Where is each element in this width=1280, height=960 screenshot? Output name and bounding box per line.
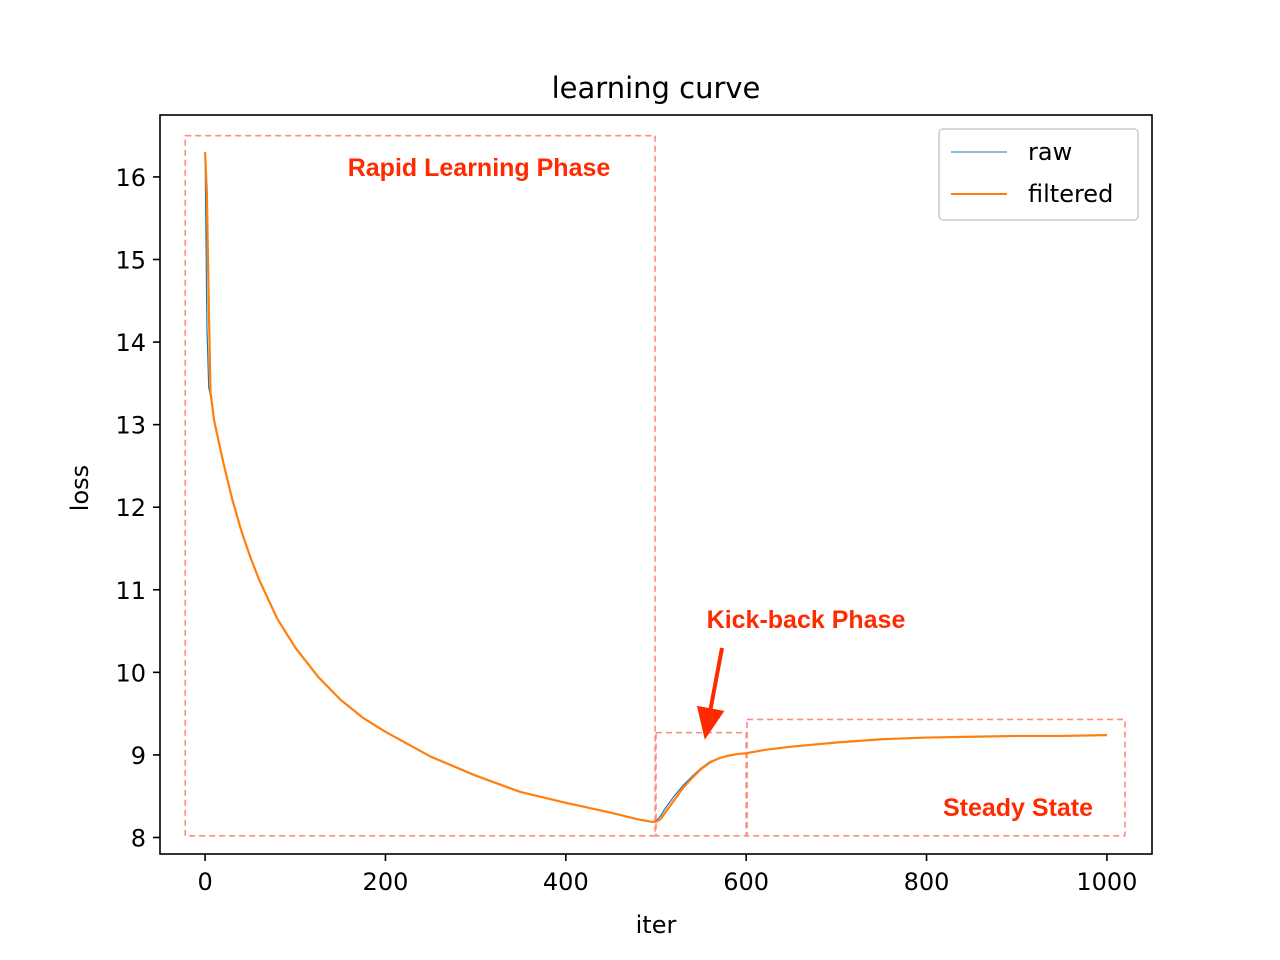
series-line-raw (204, 152, 1107, 823)
region-box-1 (655, 731, 747, 837)
x-tick-label: 200 (363, 868, 409, 896)
y-tick-label: 8 (131, 824, 146, 852)
y-tick-label: 14 (115, 329, 146, 357)
region-boxes (184, 134, 1126, 837)
y-axis-ticks: 8 9 10 11 12 13 14 15 16 (115, 164, 160, 852)
legend: raw filtered (938, 128, 1139, 221)
y-tick-label: 10 (115, 659, 146, 687)
y-tick-label: 9 (131, 742, 146, 770)
region-box-2 (746, 718, 1126, 837)
x-tick-label: 400 (543, 868, 589, 896)
x-tick-label: 0 (197, 868, 212, 896)
y-tick-label: 11 (115, 577, 146, 605)
y-axis-label: loss (66, 465, 94, 511)
annotation-kick-back: Kick-back Phase (707, 606, 906, 634)
y-tick-label: 13 (115, 412, 146, 440)
y-tick-label: 16 (115, 164, 146, 192)
x-tick-label: 600 (723, 868, 769, 896)
region-box-0 (184, 134, 656, 837)
annotation-rapid-learning: Rapid Learning Phase (348, 154, 611, 182)
plot-frame (159, 114, 1153, 855)
x-axis-label: iter (636, 911, 677, 939)
y-tick-label: 12 (115, 494, 146, 522)
x-tick-label: 1000 (1076, 868, 1137, 896)
annotation-steady-state: Steady State (943, 794, 1093, 822)
legend-label-raw: raw (1028, 138, 1072, 166)
x-tick-label: 800 (904, 868, 950, 896)
kick-back-arrow (696, 647, 725, 740)
series-line-filtered (203, 152, 1107, 823)
chart-title: learning curve (552, 71, 761, 105)
y-tick-label: 15 (115, 246, 146, 274)
x-axis-ticks: 0 200 400 600 800 1000 (197, 854, 1137, 896)
series-layer (203, 152, 1107, 823)
legend-label-filtered: filtered (1028, 180, 1113, 208)
